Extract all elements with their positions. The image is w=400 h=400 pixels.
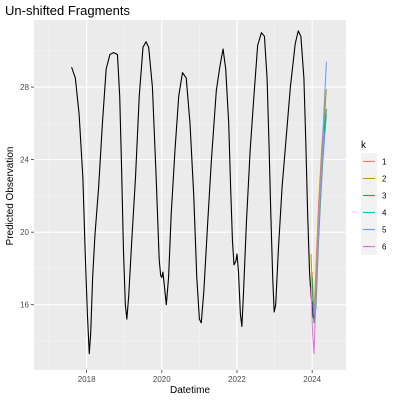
y-axis-title: Predicted Observation — [5, 147, 16, 246]
chart-title: Un-shifted Fragments — [5, 3, 130, 18]
plot-panel — [34, 20, 346, 370]
y-tick-label: 20 — [20, 228, 29, 237]
y-tick-label: 16 — [20, 301, 29, 310]
x-tick-label: 2022 — [228, 375, 246, 384]
legend-label-2: 2 — [382, 175, 387, 184]
series-lines — [71, 30, 327, 355]
y-axis: 16 20 24 28 — [20, 83, 34, 310]
y-tick-label: 24 — [20, 156, 29, 165]
legend-label-5: 5 — [382, 226, 387, 235]
legend-label-1: 1 — [382, 158, 387, 167]
legend-title: k — [361, 140, 367, 151]
legend-label-6: 6 — [382, 243, 387, 252]
y-tick-label: 28 — [20, 83, 29, 92]
series-line-k6 — [310, 132, 325, 355]
x-tick-label: 2020 — [153, 375, 171, 384]
legend-label-4: 4 — [382, 209, 387, 218]
legend: k 1 2 3 4 5 6 — [361, 140, 387, 255]
legend-label-3: 3 — [382, 192, 387, 201]
x-axis: 2018 2020 2022 2024 — [78, 370, 322, 384]
x-axis-title: Datetime — [170, 385, 210, 396]
x-tick-label: 2024 — [303, 375, 321, 384]
main-series-line — [71, 30, 317, 355]
x-tick-label: 2018 — [78, 375, 96, 384]
